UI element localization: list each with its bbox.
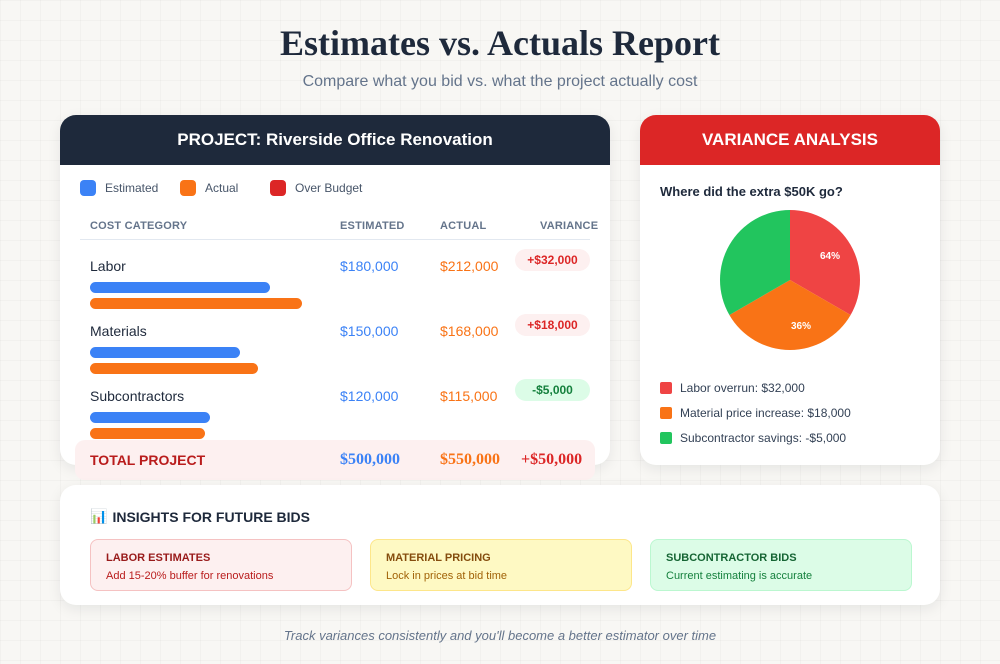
insights-card: 📊 INSIGHTS FOR FUTURE BIDS LABOR ESTIMAT… <box>60 485 940 605</box>
legend-estimated: Estimated <box>80 180 180 196</box>
bar-estimated-materials <box>90 347 240 358</box>
bar-estimated-subcontractors <box>90 412 210 423</box>
pie-legend-item: Subcontractor savings: -$5,000 <box>660 425 851 450</box>
bar-actual-subcontractors <box>90 428 205 439</box>
bar-chart-icon: 📊 <box>90 508 108 524</box>
column-header-variance: VARIANCE <box>540 220 599 232</box>
bar-estimated-labor <box>90 282 270 293</box>
row-category: Materials <box>90 323 147 339</box>
bar-legend: Estimated Actual Over Budget <box>80 180 362 196</box>
pie-legend-subcontractors: Subcontractor savings: -$5,000 <box>680 430 847 445</box>
variance-question: Where did the extra $50K go? <box>660 184 843 199</box>
insight-material: MATERIAL PRICING Lock in prices at bid t… <box>370 539 632 591</box>
pie-legend-item: Labor overrun: $32,000 <box>660 375 851 400</box>
project-title: PROJECT: Riverside Office Renovation <box>60 115 610 165</box>
table-row: Labor $180,000 $212,000 +$32,000 <box>60 249 610 318</box>
variance-title: VARIANCE ANALYSIS <box>640 115 940 165</box>
legend-over-budget-label: Over Budget <box>295 181 363 195</box>
variance-card: VARIANCE ANALYSIS Where did the extra $5… <box>640 115 940 465</box>
header-divider <box>80 239 590 240</box>
insight-text: Lock in prices at bid time <box>386 570 508 582</box>
total-row: TOTAL PROJECT $500,000 $550,000 +$50,000 <box>75 440 595 480</box>
estimated-swatch <box>80 180 96 196</box>
row-actual: $115,000 <box>440 388 498 404</box>
over-budget-swatch <box>270 180 286 196</box>
page-subtitle: Compare what you bid vs. what the projec… <box>302 73 698 90</box>
bar-actual-labor <box>90 298 302 309</box>
row-category: Labor <box>90 258 126 274</box>
legend-actual: Actual <box>180 180 270 196</box>
column-header-estimated: ESTIMATED <box>340 220 405 232</box>
insight-title: MATERIAL PRICING <box>386 552 491 564</box>
legend-actual-label: Actual <box>205 181 239 195</box>
total-label: TOTAL PROJECT <box>90 452 206 468</box>
total-estimated: $500,000 <box>340 451 400 468</box>
row-estimated: $120,000 <box>340 388 399 404</box>
variance-pie-chart: 64% 36% <box>720 210 860 350</box>
column-header-category: COST CATEGORY <box>90 220 188 232</box>
footer-note: Track variances consistently and you'll … <box>283 628 717 643</box>
subcontractors-swatch <box>660 431 672 444</box>
row-actual: $212,000 <box>440 258 499 274</box>
insight-labor: LABOR ESTIMATES Add 15-20% buffer for re… <box>90 539 352 591</box>
row-estimated: $150,000 <box>340 323 399 339</box>
insight-title: SUBCONTRACTOR BIDS <box>666 552 797 564</box>
total-actual: $550,000 <box>440 451 500 468</box>
row-actual: $168,000 <box>440 323 499 339</box>
page-title: Estimates vs. Actuals Report <box>280 23 720 63</box>
pie-legend: Labor overrun: $32,000 Material price in… <box>660 375 851 450</box>
row-variance-badge: +$32,000 <box>515 249 590 271</box>
pie-label-labor: 64% <box>820 251 840 262</box>
pie-slice-subcontractors <box>720 210 790 315</box>
legend-estimated-label: Estimated <box>105 181 159 195</box>
legend-over-budget: Over Budget <box>270 180 362 196</box>
column-header-actual: ACTUAL <box>440 220 487 232</box>
insights-title: INSIGHTS FOR FUTURE BIDS <box>112 508 310 525</box>
bar-actual-materials <box>90 363 258 374</box>
pie-slice-labor <box>790 210 860 315</box>
pie-legend-item: Material price increase: $18,000 <box>660 400 851 425</box>
row-category: Subcontractors <box>90 388 185 404</box>
pie-label-materials: 36% <box>791 321 811 332</box>
row-variance-badge: +$18,000 <box>515 314 590 336</box>
row-variance-badge: -$5,000 <box>515 379 590 401</box>
actual-swatch <box>180 180 196 196</box>
insight-subcontractor: SUBCONTRACTOR BIDS Current estimating is… <box>650 539 912 591</box>
pie-slice-materials <box>729 280 851 350</box>
row-estimated: $180,000 <box>340 258 399 274</box>
materials-swatch <box>660 406 672 419</box>
insight-text: Current estimating is accurate <box>666 570 813 582</box>
table-row: Materials $150,000 $168,000 +$18,000 <box>60 314 610 383</box>
project-card: PROJECT: Riverside Office Renovation Est… <box>60 115 610 480</box>
total-variance: +$50,000 <box>521 451 583 468</box>
insight-text: Add 15-20% buffer for renovations <box>106 570 274 582</box>
labor-swatch <box>660 381 672 394</box>
pie-legend-labor: Labor overrun: $32,000 <box>680 380 805 395</box>
table-row: Subcontractors $120,000 $115,000 -$5,000 <box>60 379 610 448</box>
insights-heading: 📊 INSIGHTS FOR FUTURE BIDS <box>90 508 310 525</box>
pie-legend-materials: Material price increase: $18,000 <box>680 405 851 420</box>
insight-title: LABOR ESTIMATES <box>106 552 211 564</box>
